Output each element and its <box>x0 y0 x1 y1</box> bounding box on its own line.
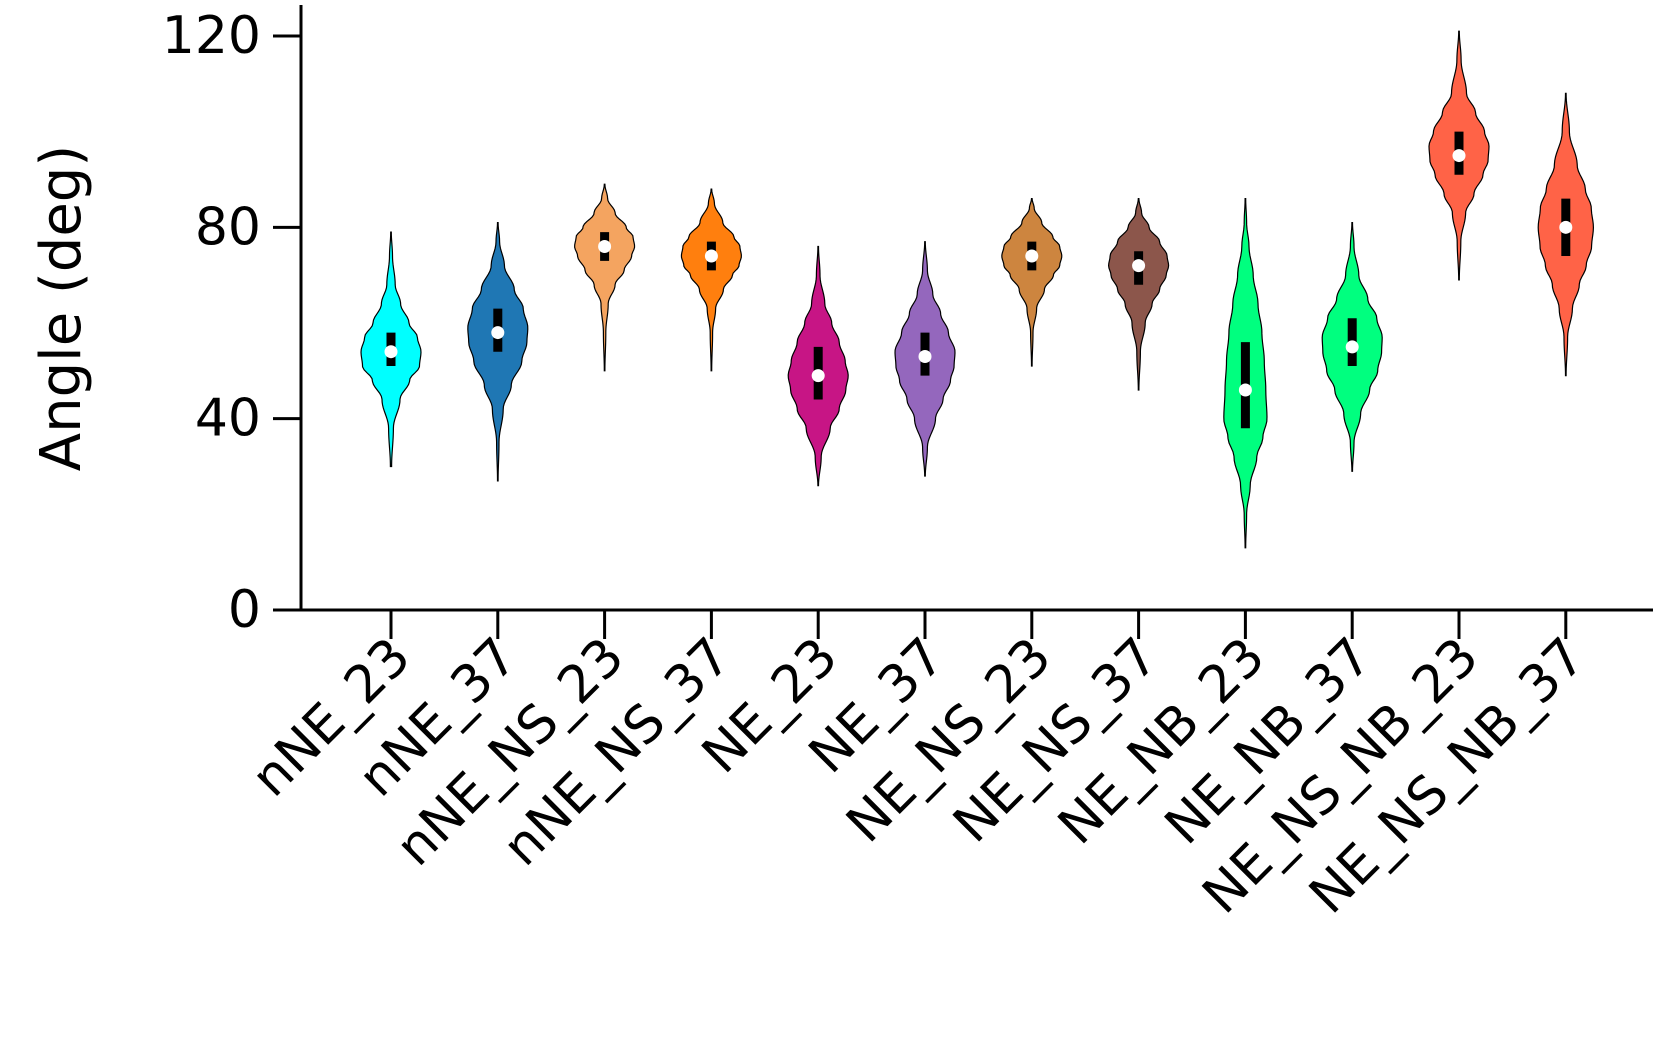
violin-nNE_NS_23 <box>574 183 636 372</box>
x-ticks-layer: nNE_23nNE_37nNE_NS_23nNE_NS_37NE_23NE_37… <box>241 611 1597 925</box>
y-tick-label: 0 <box>228 580 261 640</box>
median-dot <box>1025 249 1039 263</box>
median-dot <box>384 345 398 359</box>
violin-body <box>1107 198 1170 391</box>
violin-NE_NS_NB_37 <box>1537 92 1595 377</box>
median-dot <box>704 249 718 263</box>
median-dot <box>491 326 505 340</box>
median-dot <box>598 239 612 253</box>
violin-NE_NS_37 <box>1107 198 1170 391</box>
median-dot <box>1238 383 1252 397</box>
violin-body <box>574 183 636 372</box>
violin-body <box>680 188 742 372</box>
y-ticks-layer: 0 40 80 120 <box>162 6 301 640</box>
y-axis-title: Angle (deg) <box>29 145 94 471</box>
median-dot <box>1559 220 1573 234</box>
y-tick-label: 120 <box>162 6 261 66</box>
violin-NE_23 <box>787 245 849 487</box>
violin-NE_NS_23 <box>1001 198 1063 367</box>
violin-nNE_37 <box>467 221 529 482</box>
violins-layer <box>360 30 1595 549</box>
violin-NE_NB_37 <box>1321 221 1383 472</box>
median-dot <box>811 369 825 383</box>
y-tick-label: 80 <box>195 197 261 257</box>
violin-nNE_NS_37 <box>680 188 742 372</box>
violin-NE_NS_NB_23 <box>1428 30 1490 281</box>
y-tick-label: 40 <box>195 389 261 449</box>
violin-body <box>1001 198 1063 367</box>
median-dot <box>1345 340 1359 354</box>
median-dot <box>1452 149 1466 163</box>
violin-NE_NB_23 <box>1223 198 1268 549</box>
median-dot <box>1132 259 1146 273</box>
violin-NE_37 <box>894 241 956 477</box>
median-dot <box>918 349 932 363</box>
violin-nNE_23 <box>360 231 422 468</box>
